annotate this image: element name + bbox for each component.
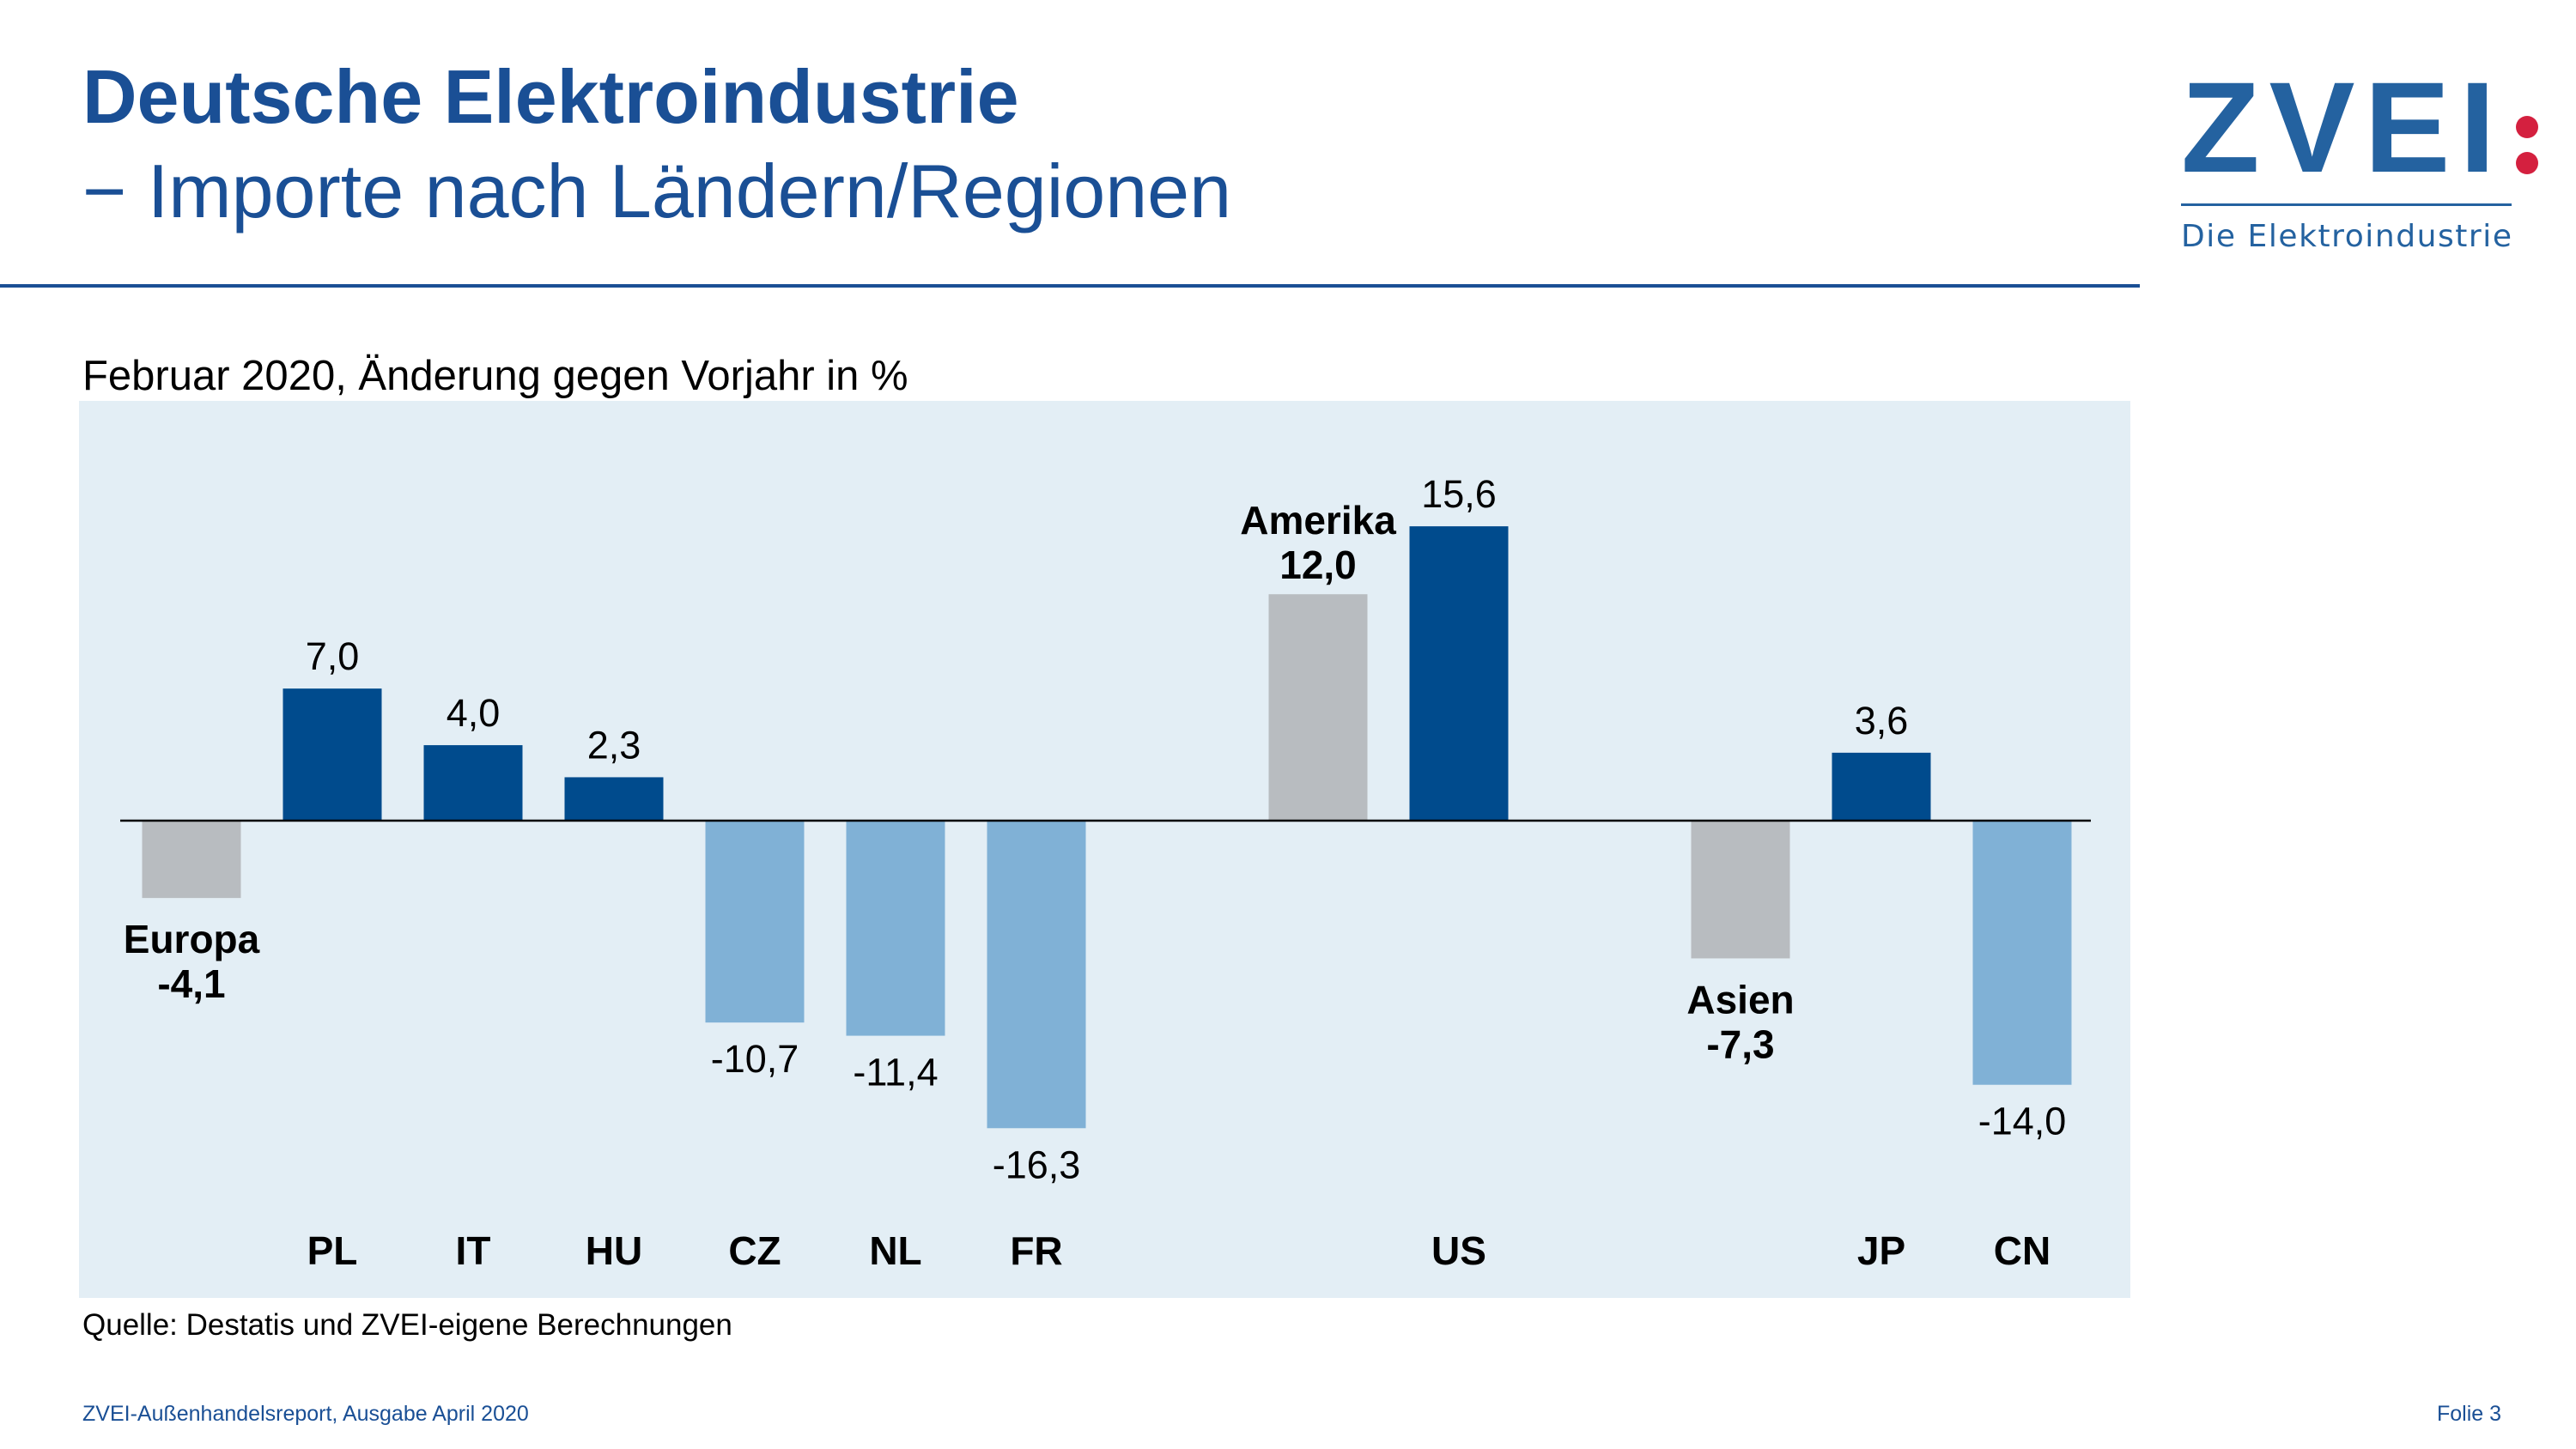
logo-dot-top bbox=[2516, 116, 2538, 138]
data-label: -10,7 bbox=[711, 1037, 799, 1081]
category-label: US bbox=[1431, 1228, 1486, 1273]
page-title: Deutsche Elektroindustrie bbox=[82, 54, 1019, 139]
bar-chart: Europa-4,1 7,0 PL 4,0 IT 2,3 HU -10,7 CZ -11,4 NL -… bbox=[120, 472, 2091, 1273]
bar-jp bbox=[1832, 752, 1931, 821]
header-divider bbox=[0, 284, 2140, 288]
data-label: 4,0 bbox=[447, 691, 501, 735]
data-label: -16,3 bbox=[993, 1143, 1081, 1186]
data-label: 7,0 bbox=[306, 634, 360, 678]
bar-amerika bbox=[1268, 594, 1368, 821]
bar-fr bbox=[987, 821, 1086, 1129]
aggregate-label: Amerika bbox=[1240, 498, 1396, 543]
logo-wordmark: ZVEI bbox=[2181, 77, 2490, 199]
bar-cn bbox=[1972, 821, 2072, 1085]
footer-report: ZVEI-Außenhandelsreport, Ausgabe April 2… bbox=[82, 1402, 529, 1426]
footer-slide-number: Folie 3 bbox=[2437, 1402, 2502, 1426]
data-label: -4,1 bbox=[157, 961, 225, 1006]
data-label: 3,6 bbox=[1855, 699, 1909, 743]
plot-area: Europa -4,1 7,0 PL 4,0 IT 2,3 HU -10,7 CZ -11,4 NL -… bbox=[79, 401, 2130, 1298]
data-label: 2,3 bbox=[587, 723, 641, 767]
page-subtitle: − Importe nach Ländern/Regionen bbox=[82, 149, 1232, 233]
data-label: -14,0 bbox=[1978, 1100, 2067, 1143]
bar-pl bbox=[283, 688, 382, 821]
bar-nl bbox=[846, 821, 945, 1036]
bar-asien bbox=[1691, 821, 1790, 959]
category-label: CN bbox=[1994, 1228, 2050, 1273]
logo-tagline: Die Elektroindustrie bbox=[2181, 219, 2512, 254]
category-label: PL bbox=[307, 1228, 358, 1273]
aggregate-label: Europa bbox=[124, 917, 260, 961]
bar-europa bbox=[142, 821, 241, 899]
logo-rule bbox=[2181, 203, 2512, 206]
data-label: -7,3 bbox=[1706, 1022, 1774, 1066]
zvei-logo: ZVEI Die Elektroindustrie bbox=[2181, 77, 2538, 254]
data-label: -11,4 bbox=[853, 1051, 938, 1094]
category-label: IT bbox=[456, 1228, 491, 1273]
category-label: JP bbox=[1857, 1228, 1905, 1273]
bar-it bbox=[423, 745, 523, 821]
logo-dot-bottom bbox=[2516, 152, 2538, 174]
bar-us bbox=[1409, 526, 1509, 821]
bar-hu bbox=[564, 777, 664, 821]
source-note: Quelle: Destatis und ZVEI-eigene Berechn… bbox=[82, 1308, 732, 1342]
category-label: CZ bbox=[728, 1228, 781, 1273]
category-label: NL bbox=[869, 1228, 921, 1273]
data-label: 12,0 bbox=[1279, 543, 1357, 587]
category-label: HU bbox=[586, 1228, 642, 1273]
aggregate-label: Asien bbox=[1686, 977, 1794, 1022]
bar-cz bbox=[705, 821, 805, 1023]
data-label: 15,6 bbox=[1421, 472, 1497, 516]
category-label: FR bbox=[1010, 1228, 1062, 1273]
chart-title: Februar 2020, Änderung gegen Vorjahr in … bbox=[82, 353, 908, 399]
